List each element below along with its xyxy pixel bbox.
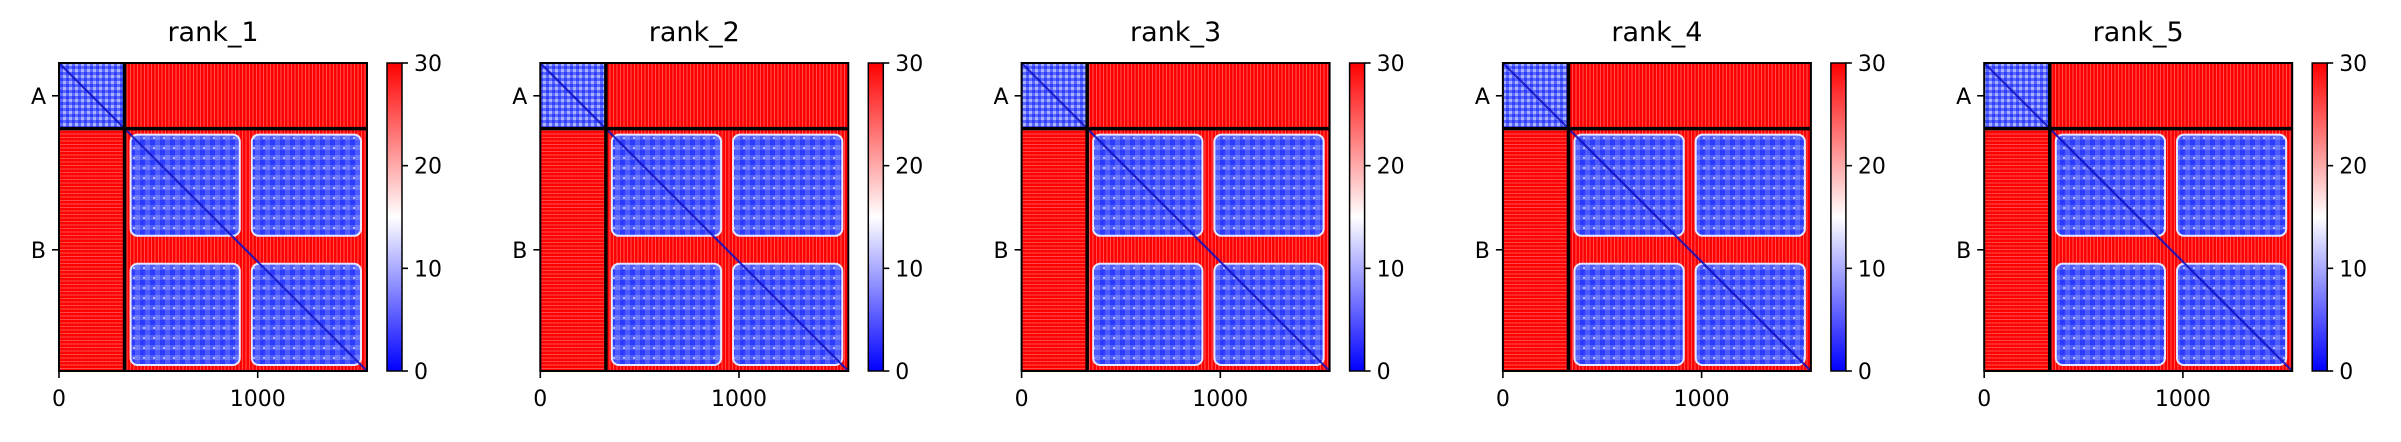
heatmap-diagonal (1502, 62, 1812, 372)
heatmap-block-BA (59, 128, 125, 371)
colorbar (1830, 62, 1847, 372)
colorbar (2311, 62, 2328, 372)
colorbar-tick-label: 10 (1858, 257, 1886, 282)
heatmap-diagonal (539, 62, 850, 372)
panel-1: rank_1 A B 0 1000 0 10 20 30 (31, 17, 442, 412)
y-tick-label-A: A (994, 85, 1009, 110)
heatmap-block-BA (1984, 128, 2050, 371)
heatmap-block-BA (1502, 128, 1569, 371)
heatmap-diagonal (58, 62, 368, 372)
colorbar-tick-label: 10 (1377, 257, 1405, 282)
heatmap-frame (58, 62, 368, 372)
panel-title: rank_2 (649, 17, 740, 48)
heatmap-domain-block (1694, 133, 1806, 237)
heatmap-domain-block (1213, 262, 1325, 367)
y-tick-label-A: A (512, 85, 527, 110)
heatmap-domain-block (1213, 133, 1325, 237)
x-tick-label: 0 (1015, 387, 1029, 412)
colorbar-tick-label: 0 (2339, 360, 2353, 385)
colorbar-tick-label: 30 (1858, 52, 1886, 77)
x-tick-label: 0 (533, 387, 547, 412)
panel-title: rank_3 (1130, 17, 1221, 48)
heatmap-domain-block (1092, 262, 1204, 367)
heatmap-domain-block (732, 262, 844, 367)
colorbar-tick-label: 10 (895, 257, 923, 282)
x-tick-label: 1000 (2155, 387, 2211, 412)
heatmap-domain-block (1092, 133, 1204, 237)
y-tick-label-A: A (1475, 85, 1490, 110)
colorbar-tick-label: 0 (414, 360, 428, 385)
heatmap-domain-block (2175, 133, 2288, 237)
heatmap-domain-block (250, 262, 362, 367)
x-tick-label: 0 (1496, 387, 1510, 412)
heatmap-domain-block (2054, 133, 2166, 237)
colorbar-tick-label: 30 (2339, 52, 2367, 77)
colorbar-tick-label: 20 (895, 155, 923, 180)
panel-title: rank_5 (2093, 17, 2184, 48)
heatmap-domain-block (1573, 262, 1685, 367)
colorbar-tick-label: 20 (2339, 155, 2367, 180)
x-tick-label: 0 (1977, 387, 1991, 412)
y-tick-label-B: B (31, 239, 46, 264)
colorbar-tick-label: 10 (414, 257, 442, 282)
heatmap-domain-block (2054, 262, 2166, 367)
heatmap-block-BA (1021, 128, 1088, 371)
x-tick-label: 1000 (711, 387, 767, 412)
colorbar (867, 62, 885, 372)
heatmap-domain-block (129, 262, 241, 367)
heatmap-frame (1983, 62, 2294, 372)
heatmap-diagonal (1983, 62, 2293, 372)
y-tick-label-A: A (31, 85, 46, 110)
y-tick-label-B: B (512, 239, 527, 264)
colorbar-tick-label: 30 (414, 52, 442, 77)
heatmap-frame (1501, 62, 1812, 372)
heatmap-domain-block (1573, 133, 1685, 237)
colorbar-tick-label: 0 (1377, 360, 1391, 385)
panel-title: rank_4 (1611, 17, 1702, 48)
heatmap-domain-block (250, 133, 362, 237)
heatmap-diagonal (1020, 62, 1331, 372)
panel-4: rank_4 A B 0 1000 0 10 20 30 (1475, 17, 1886, 412)
x-tick-label: 1000 (1674, 387, 1730, 412)
x-tick-label: 1000 (230, 387, 286, 412)
colorbar-tick-label: 30 (1377, 52, 1405, 77)
colorbar-tick-label: 20 (1858, 155, 1886, 180)
colorbar (1348, 62, 1366, 372)
heatmap-domain-block (129, 133, 241, 237)
y-tick-label-B: B (994, 239, 1009, 264)
colorbar (386, 62, 403, 372)
heatmap-domain-block (610, 133, 723, 237)
heatmap-frame (1020, 62, 1331, 372)
y-tick-label-B: B (1956, 239, 1971, 264)
heatmap-domain-block (732, 133, 844, 237)
colorbar-tick-label: 0 (1858, 360, 1872, 385)
panel-3: rank_3 A B 0 1000 0 10 20 30 (994, 17, 1405, 412)
x-tick-label: 0 (52, 387, 66, 412)
heatmap-block-BA (540, 128, 606, 371)
colorbar-tick-label: 30 (895, 52, 923, 77)
colorbar-tick-label: 20 (414, 155, 442, 180)
heatmap-domain-block (1694, 262, 1806, 367)
panel-title: rank_1 (167, 17, 258, 48)
panel-5: rank_5 A B 0 1000 0 10 20 30 (1956, 17, 2367, 412)
y-tick-label-A: A (1956, 85, 1971, 110)
heatmap-frame (539, 62, 850, 372)
x-tick-label: 1000 (1192, 387, 1248, 412)
y-tick-label-B: B (1475, 239, 1490, 264)
colorbar-tick-label: 0 (895, 360, 909, 385)
heatmap-domain-block (2175, 262, 2288, 367)
panel-2: rank_2 A B 0 1000 0 10 20 30 (512, 17, 923, 412)
colorbar-tick-label: 20 (1377, 155, 1405, 180)
colorbar-tick-label: 10 (2339, 257, 2367, 282)
heatmap-domain-block (610, 262, 723, 367)
